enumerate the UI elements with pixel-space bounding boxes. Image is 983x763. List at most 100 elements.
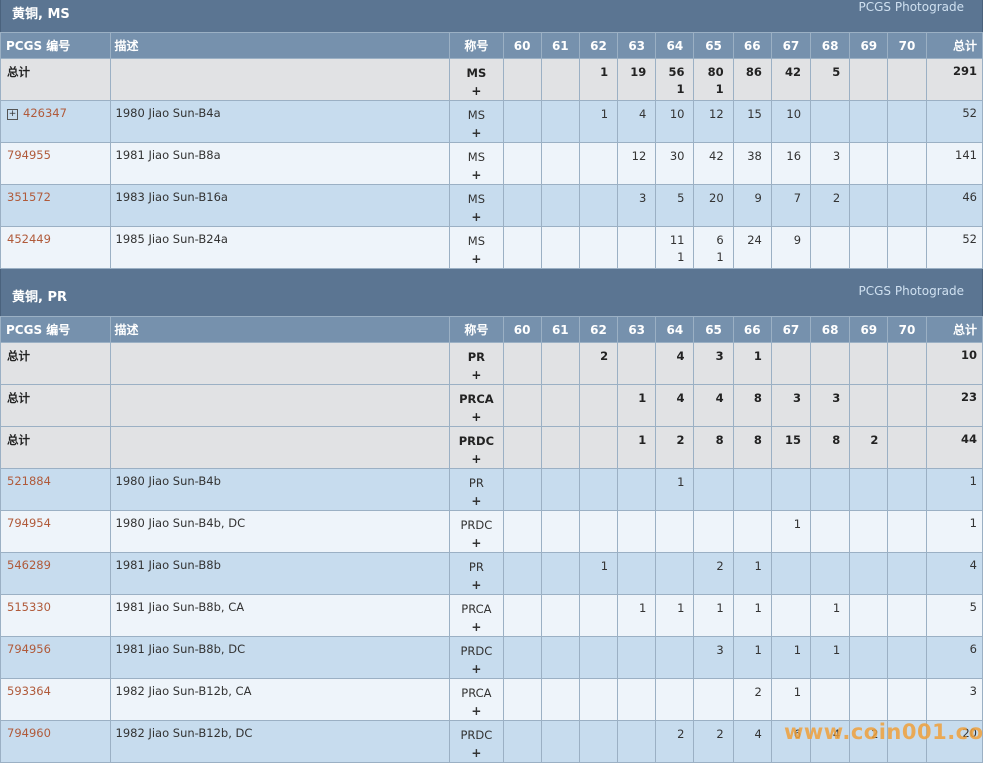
pcgs-number-cell[interactable]: 351572 bbox=[0, 184, 111, 227]
grade-count-cell bbox=[732, 510, 772, 553]
column-header[interactable]: 65 bbox=[693, 316, 734, 343]
description-cell: 1980 Jiao Sun-B4b bbox=[109, 468, 451, 511]
pcgs-number-cell[interactable]: 794955 bbox=[0, 142, 111, 185]
grade-count-cell bbox=[887, 426, 927, 469]
description-cell: 1981 Jiao Sun-B8b, DC bbox=[109, 636, 451, 679]
grade-count-cell: 1 bbox=[617, 426, 657, 469]
pcgs-number-cell[interactable]: 593364 bbox=[0, 678, 111, 721]
photograde-link[interactable]: PCGS Photograde bbox=[858, 0, 964, 14]
column-header[interactable]: PCGS 编号 bbox=[0, 316, 111, 343]
pcgs-number-link[interactable]: 521884 bbox=[7, 474, 51, 488]
column-header[interactable]: 67 bbox=[770, 32, 812, 59]
designation-label: PR bbox=[468, 476, 484, 490]
grade-count-cell bbox=[887, 510, 927, 553]
expand-icon[interactable]: + bbox=[7, 109, 18, 120]
grade-count-cell: 1 bbox=[732, 552, 772, 595]
column-header[interactable]: 67 bbox=[770, 316, 812, 343]
table-row: 794960 1982 Jiao Sun-B12b, DC PRDC +2 2 4 6 4 2 2… bbox=[0, 720, 983, 763]
pcgs-number-cell[interactable]: 794954 bbox=[0, 510, 111, 553]
description-cell: 1980 Jiao Sun-B4a bbox=[109, 100, 451, 143]
pcgs-number-cell[interactable]: +426347 bbox=[0, 100, 111, 143]
column-header[interactable]: 68 bbox=[810, 316, 851, 343]
grade-count-cell bbox=[502, 100, 542, 143]
designation-cell: PRCA + bbox=[449, 678, 504, 721]
grade-count-cell: 2 bbox=[732, 678, 772, 721]
grade-count-cell bbox=[810, 342, 851, 385]
pcgs-number-link[interactable]: 452449 bbox=[7, 232, 51, 246]
pcgs-number-link[interactable]: 593364 bbox=[7, 684, 51, 698]
photograde-link[interactable]: PCGS Photograde bbox=[858, 284, 964, 298]
grade-count-cell bbox=[810, 552, 851, 595]
grade-count-cell: 10 bbox=[655, 100, 695, 143]
pcgs-number-cell[interactable]: 515330 bbox=[0, 594, 111, 637]
grade-count-cell: 15 bbox=[732, 100, 772, 143]
column-header[interactable]: 62 bbox=[578, 32, 619, 59]
column-header[interactable]: 69 bbox=[849, 32, 889, 59]
column-header[interactable]: PCGS 编号 bbox=[0, 32, 111, 59]
pcgs-number-link[interactable]: 794956 bbox=[7, 642, 51, 656]
pcgs-number-link[interactable]: 426347 bbox=[23, 106, 67, 120]
column-header[interactable]: 62 bbox=[578, 316, 619, 343]
column-header[interactable]: 65 bbox=[693, 32, 734, 59]
grade-count-cell: 80 1 bbox=[693, 58, 734, 101]
pcgs-number-link[interactable]: 351572 bbox=[7, 190, 51, 204]
column-header[interactable]: 64 bbox=[655, 32, 695, 59]
population-section: 黄铜, PR PCGS Photograde PCGS 编号 描述 称号 60 61 62 6… bbox=[0, 269, 983, 763]
column-header[interactable]: 66 bbox=[732, 32, 772, 59]
column-header[interactable]: 称号 bbox=[449, 316, 504, 343]
population-table: PCGS 编号 描述 称号 60 61 62 63 64 65 66 67 68 69 70 总计 总计 MS +… bbox=[0, 32, 983, 269]
column-header[interactable]: 描述 bbox=[109, 316, 451, 343]
column-header[interactable]: 70 bbox=[887, 316, 927, 343]
column-header[interactable]: 66 bbox=[732, 316, 772, 343]
description-cell: 1983 Jiao Sun-B16a bbox=[109, 184, 451, 227]
column-header[interactable]: 61 bbox=[540, 32, 580, 59]
grade-count-cell bbox=[578, 510, 619, 553]
pcgs-number-link[interactable]: 515330 bbox=[7, 600, 51, 614]
description-cell: 1982 Jiao Sun-B12b, DC bbox=[109, 720, 451, 763]
pcgs-number-link[interactable]: 794954 bbox=[7, 516, 51, 530]
grade-count-cell bbox=[502, 468, 542, 511]
grade-count-cell bbox=[887, 100, 927, 143]
pcgs-number-cell[interactable]: 794956 bbox=[0, 636, 111, 679]
grade-count-cell: 3 bbox=[810, 142, 851, 185]
column-header[interactable]: 称号 bbox=[449, 32, 504, 59]
grade-count-cell bbox=[887, 552, 927, 595]
grade-count-cell bbox=[810, 510, 851, 553]
grade-count-cell bbox=[578, 384, 619, 427]
total-count-cell: 6 bbox=[925, 636, 983, 679]
grade-count-cell: 8 bbox=[693, 426, 734, 469]
pcgs-number-cell[interactable]: 452449 bbox=[0, 226, 111, 269]
column-header[interactable]: 描述 bbox=[109, 32, 451, 59]
column-header[interactable]: 总计 bbox=[925, 32, 983, 59]
column-header[interactable]: 61 bbox=[540, 316, 580, 343]
column-header[interactable]: 63 bbox=[617, 316, 657, 343]
grade-count-cell bbox=[849, 184, 889, 227]
column-header[interactable]: 60 bbox=[502, 316, 542, 343]
column-header[interactable]: 69 bbox=[849, 316, 889, 343]
table-row: 351572 1983 Jiao Sun-B16a MS +3 5 20 9 7 2 46 bbox=[0, 184, 983, 227]
pcgs-number-link[interactable]: 794960 bbox=[7, 726, 51, 740]
grade-count-cell bbox=[693, 468, 734, 511]
grade-count-cell bbox=[617, 226, 657, 269]
pcgs-number-cell[interactable]: 794960 bbox=[0, 720, 111, 763]
grade-count-cell: 8 bbox=[810, 426, 851, 469]
column-header[interactable]: 总计 bbox=[925, 316, 983, 343]
designation-cell: PR + bbox=[449, 342, 504, 385]
column-header[interactable]: 63 bbox=[617, 32, 657, 59]
grade-count-cell bbox=[887, 468, 927, 511]
pcgs-number-link[interactable]: 546289 bbox=[7, 558, 51, 572]
grade-count-cell: 2 bbox=[849, 720, 889, 763]
grade-count-cell: 11 1 bbox=[655, 226, 695, 269]
grade-count-cell bbox=[849, 226, 889, 269]
column-header[interactable]: 64 bbox=[655, 316, 695, 343]
grade-count-cell: 2 bbox=[655, 720, 695, 763]
description-cell: 1981 Jiao Sun-B8b, CA bbox=[109, 594, 451, 637]
pcgs-number-link[interactable]: 794955 bbox=[7, 148, 51, 162]
column-header[interactable]: 60 bbox=[502, 32, 542, 59]
column-header[interactable]: 68 bbox=[810, 32, 851, 59]
pcgs-number-cell[interactable]: 546289 bbox=[0, 552, 111, 595]
pcgs-number-cell[interactable]: 521884 bbox=[0, 468, 111, 511]
grade-count-cell bbox=[693, 678, 734, 721]
column-header[interactable]: 70 bbox=[887, 32, 927, 59]
grade-count-cell: 9 bbox=[732, 184, 772, 227]
